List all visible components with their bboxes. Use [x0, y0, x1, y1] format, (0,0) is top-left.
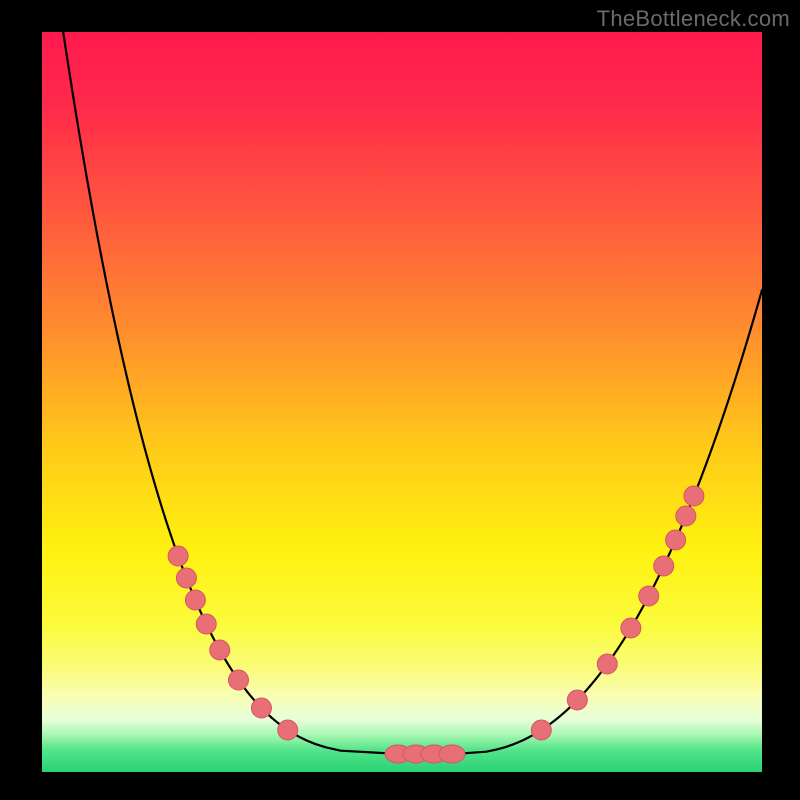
marker-dot — [251, 698, 271, 718]
marker-dot — [176, 568, 196, 588]
marker-dot — [185, 590, 205, 610]
marker-dot — [597, 654, 617, 674]
bottleneck-curve-chart — [0, 0, 800, 800]
marker-dot — [676, 506, 696, 526]
marker-dot — [654, 556, 674, 576]
marker-dot — [210, 640, 230, 660]
marker-dot — [567, 690, 587, 710]
marker-dot — [621, 618, 641, 638]
plot-background — [42, 32, 762, 772]
marker-dot — [666, 530, 686, 550]
marker-dot — [196, 614, 216, 634]
chart-container: TheBottleneck.com — [0, 0, 800, 800]
marker-dot — [439, 745, 465, 763]
marker-dot — [278, 720, 298, 740]
marker-dot — [639, 586, 659, 606]
marker-dot — [684, 486, 704, 506]
marker-dot — [168, 546, 188, 566]
marker-dot — [228, 670, 248, 690]
marker-dot — [531, 720, 551, 740]
